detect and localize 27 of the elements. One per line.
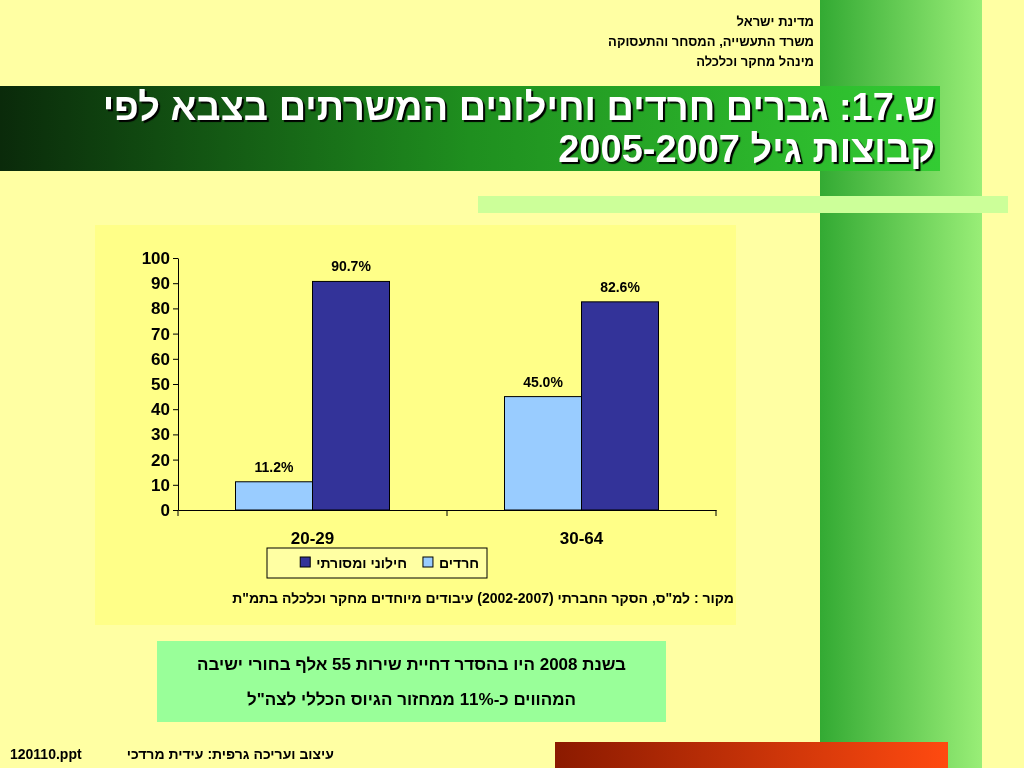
text: עיצוב ועריכה גרפית: עידית מרדכי [126, 746, 334, 762]
data-label: 45.0% [523, 373, 564, 390]
y-tick-label: 70 [151, 324, 170, 344]
y-tick-label: 0 [160, 500, 170, 520]
legend-label: חרדים [438, 555, 479, 571]
text: 120110.ppt [10, 746, 82, 762]
y-tick-label: 40 [151, 400, 170, 420]
y-tick-label: 20 [151, 450, 170, 470]
text: משרד התעשייה, המסחר והתעסוקה [608, 34, 814, 49]
legend-label: חילוני ומסורתי [316, 555, 407, 571]
y-tick-label: 30 [151, 425, 170, 445]
x-tick-label: 20-29 [290, 529, 335, 549]
y-tick-label: 50 [151, 374, 170, 394]
text: מינהל מחקר וכלכלה [696, 54, 814, 69]
text: מדינת ישראל [736, 14, 814, 29]
data-label: 82.6% [600, 278, 641, 295]
x-tick-label: 30-64 [559, 529, 604, 549]
text: המהווים כ-11% ממחזור הגיוס הכללי לצה"ל [245, 690, 578, 710]
data-label: 11.2% [254, 458, 295, 475]
text: מקור : למ"ס, הסקר החברתי (2002-2007) עיבודים מיוחדים מחקר וכלכלה בתמ"ת [232, 590, 734, 606]
y-tick-label: 100 [141, 248, 170, 268]
y-tick-label: 90 [151, 274, 170, 294]
data-label: 90.7% [331, 258, 372, 275]
text: בשנת 2008 היו בהסדר דחיית שירות 55 אלף בחורי ישיבה [196, 655, 627, 675]
y-tick-label: 10 [151, 475, 170, 495]
y-tick-label: 60 [151, 349, 170, 369]
y-tick-label: 80 [151, 299, 170, 319]
